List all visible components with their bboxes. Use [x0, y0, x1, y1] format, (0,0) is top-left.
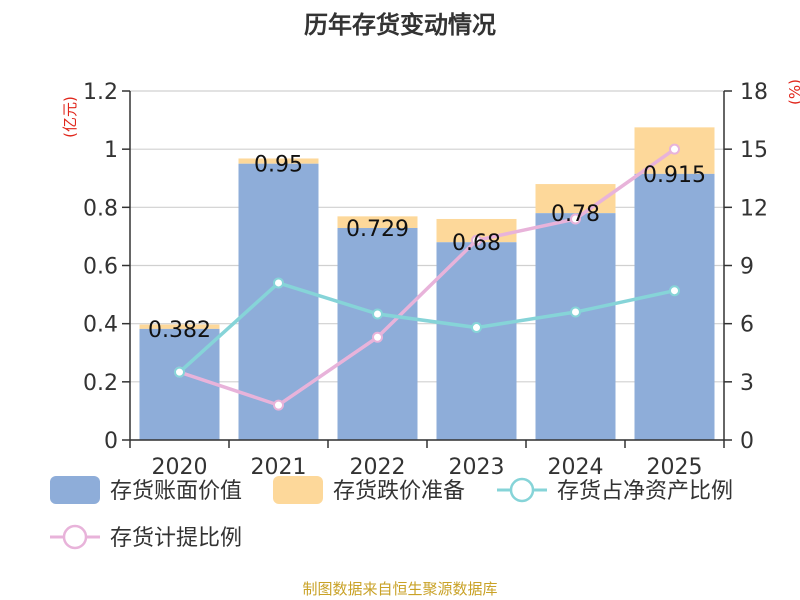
line-provision-ratio: [178, 147, 676, 408]
legend-marker: [62, 524, 88, 550]
right-tick-label: 0: [740, 429, 754, 454]
data-label: 0.95: [254, 153, 303, 178]
left-tick-label: 0.2: [83, 371, 118, 396]
bar-impairment-2020: [139, 324, 220, 329]
right-tick-label: 15: [740, 138, 768, 163]
x-tick-label: 2025: [647, 455, 703, 480]
right-tick-label: 3: [740, 371, 754, 396]
bar-book-value-2023: [436, 242, 517, 440]
data-label: 0.68: [452, 231, 501, 256]
data-label: 0.729: [346, 217, 409, 242]
left-tick-label: 0.4: [83, 313, 118, 338]
line-point: [471, 234, 482, 246]
legend-label: 存货计提比例: [110, 526, 242, 551]
bar-book-value-2024: [535, 213, 616, 440]
legend-marker: [509, 477, 535, 503]
line-point: [273, 399, 284, 411]
left-tick-label: 1.2: [83, 80, 118, 105]
line-point: [570, 213, 581, 225]
line-point: [669, 143, 680, 155]
line-point: [273, 277, 284, 289]
legend-swatch: [50, 476, 100, 504]
legend-label: 存货占净资产比例: [557, 479, 733, 504]
x-tick-label: 2020: [152, 455, 208, 480]
right-axis-unit: (%): [786, 79, 800, 105]
legend-label: 存货跌价准备: [333, 479, 465, 504]
legend-swatch: [273, 476, 323, 504]
line-point: [570, 306, 581, 318]
left-tick-label: 0.6: [83, 255, 118, 280]
left-tick-label: 0: [104, 429, 118, 454]
chart-title: 历年存货变动情况: [304, 11, 496, 39]
line-point: [174, 366, 185, 378]
source-note: 制图数据来自恒生聚源数据库: [302, 580, 497, 598]
line-inventory-to-net-assets: [178, 280, 675, 374]
line-point: [372, 308, 383, 320]
line-point: [471, 322, 482, 334]
line-point: [372, 331, 383, 343]
data-label: 0.382: [148, 318, 211, 343]
right-tick-label: 18: [740, 80, 768, 105]
legend-label: 存货账面价值: [110, 479, 242, 504]
right-tick-label: 9: [740, 255, 754, 280]
bar-book-value-2025: [634, 173, 715, 440]
bar-impairment-2021: [238, 158, 319, 164]
x-tick-label: 2024: [548, 455, 604, 480]
left-axis-unit: (亿元): [61, 96, 79, 138]
line-point: [669, 285, 680, 297]
bar-impairment-2022: [337, 216, 418, 228]
right-tick-label: 12: [740, 196, 768, 221]
x-tick-label: 2021: [251, 455, 307, 480]
x-tick-label: 2023: [449, 455, 505, 480]
data-label: 0.915: [643, 163, 706, 188]
left-tick-label: 0.8: [83, 196, 118, 221]
right-tick-label: 6: [740, 313, 754, 338]
left-tick-label: 1: [104, 138, 118, 163]
data-label: 0.78: [551, 202, 600, 227]
bar-book-value-2021: [238, 163, 319, 441]
x-tick-label: 2022: [350, 455, 406, 480]
